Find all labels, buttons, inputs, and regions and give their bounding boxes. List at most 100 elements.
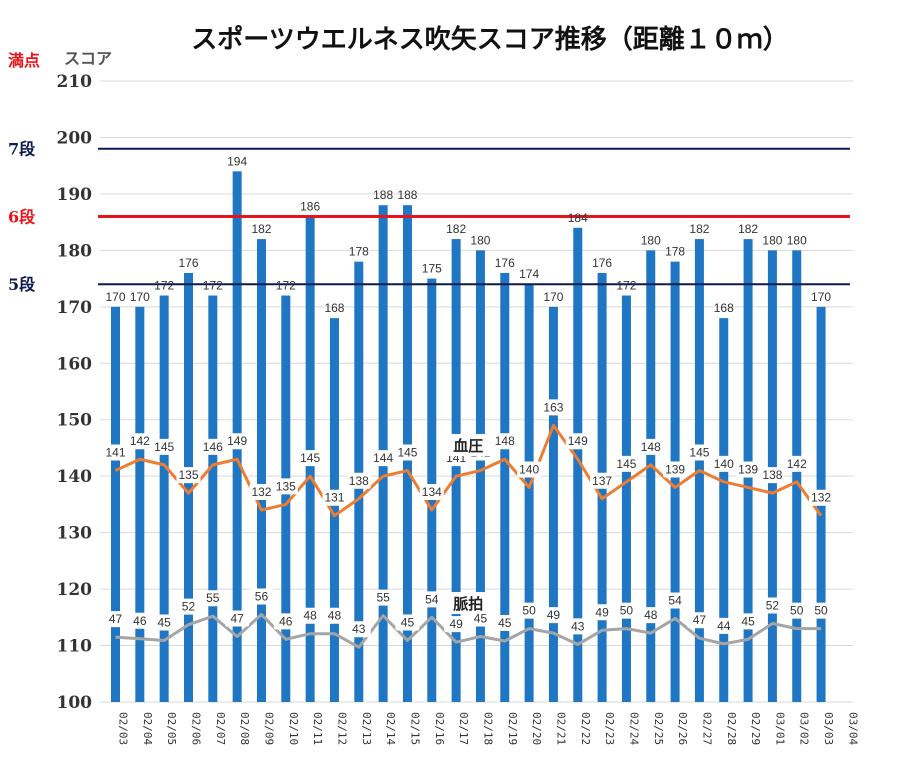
bar-label: 182 bbox=[689, 222, 709, 236]
data-label-bg bbox=[711, 455, 736, 472]
data-label: 45 bbox=[741, 614, 755, 628]
data-label: 55 bbox=[206, 591, 220, 605]
data-label: 47 bbox=[693, 613, 707, 627]
data-label-bg bbox=[565, 433, 590, 450]
y-tick-label: 150 bbox=[57, 411, 93, 431]
data-label: 135 bbox=[178, 468, 198, 482]
bar-label: 194 bbox=[227, 154, 247, 168]
bar-label: 172 bbox=[203, 279, 223, 293]
bar-label: 176 bbox=[495, 256, 515, 270]
data-label: 146 bbox=[203, 440, 223, 454]
x-tick-label: 03/01 bbox=[773, 712, 786, 745]
data-label: 52 bbox=[182, 600, 196, 614]
data-label: 139 bbox=[738, 462, 758, 476]
y-tick-label: 160 bbox=[57, 354, 93, 374]
x-tick-label: 02/08 bbox=[238, 712, 251, 745]
x-tick-label: 02/10 bbox=[287, 712, 300, 745]
x-tick-label: 02/19 bbox=[506, 712, 519, 745]
data-label-bg bbox=[638, 607, 663, 624]
y-tick-label: 190 bbox=[57, 185, 93, 205]
data-label-bg bbox=[736, 613, 761, 630]
data-label: 52 bbox=[766, 599, 780, 613]
data-label: 49 bbox=[595, 605, 609, 619]
bar-label: 188 bbox=[397, 188, 417, 202]
data-label-bg bbox=[127, 433, 152, 450]
bar bbox=[670, 261, 680, 702]
data-label-bg bbox=[784, 455, 809, 472]
y-tick-label: 120 bbox=[57, 580, 93, 600]
bar bbox=[792, 250, 802, 702]
data-label: 148 bbox=[495, 434, 515, 448]
data-label: 163 bbox=[543, 400, 563, 414]
data-label: 131 bbox=[324, 491, 344, 505]
data-label: 45 bbox=[474, 612, 488, 626]
x-tick-label: 02/05 bbox=[165, 712, 178, 745]
bar bbox=[524, 284, 534, 702]
x-tick-label: 02/29 bbox=[749, 712, 762, 745]
series-line bbox=[115, 612, 822, 649]
data-label: 149 bbox=[568, 434, 588, 448]
data-label-bg bbox=[468, 610, 493, 627]
data-label: 50 bbox=[522, 604, 536, 618]
data-label: 141 bbox=[105, 446, 125, 460]
data-label: 49 bbox=[547, 608, 561, 622]
data-label-bg bbox=[614, 602, 639, 619]
y-tick-label: 170 bbox=[57, 298, 93, 318]
reference-line-label: 5段 bbox=[8, 275, 36, 294]
reference-line-label: 6段 bbox=[8, 207, 36, 226]
data-label: 145 bbox=[300, 451, 320, 465]
y-tick-label: 200 bbox=[57, 128, 93, 148]
data-label: 43 bbox=[571, 619, 585, 633]
bar bbox=[281, 295, 291, 702]
data-label: 46 bbox=[279, 614, 293, 628]
x-tick-label: 02/06 bbox=[189, 712, 202, 745]
x-tick-label: 02/03 bbox=[117, 712, 130, 745]
data-label: 50 bbox=[620, 604, 634, 618]
bar-label: 172 bbox=[154, 279, 174, 293]
x-tick-label: 02/09 bbox=[262, 712, 275, 745]
data-label-bg bbox=[346, 621, 371, 638]
y-tick-label: 210 bbox=[57, 72, 93, 92]
data-label: 50 bbox=[790, 604, 804, 618]
data-label-bg bbox=[225, 610, 250, 627]
data-label-bg bbox=[298, 607, 323, 624]
bar-label: 176 bbox=[178, 256, 198, 270]
x-tick-label: 02/22 bbox=[579, 712, 592, 745]
data-label-bg bbox=[152, 438, 177, 455]
data-label: 137 bbox=[592, 474, 612, 488]
y-axis-label: スコア bbox=[64, 49, 112, 68]
data-label: 50 bbox=[814, 604, 828, 618]
bar bbox=[329, 318, 339, 702]
data-label-bg bbox=[736, 461, 761, 478]
bar-label: 188 bbox=[373, 188, 393, 202]
x-tick-label: 02/13 bbox=[360, 712, 373, 745]
data-label-bg bbox=[444, 616, 469, 633]
data-label-bg bbox=[322, 489, 347, 506]
data-label: 140 bbox=[714, 457, 734, 471]
bar bbox=[719, 318, 729, 702]
y-tick-label: 100 bbox=[57, 693, 93, 713]
data-label: 56 bbox=[255, 589, 269, 603]
data-label-bg bbox=[152, 614, 177, 631]
data-label-bg bbox=[176, 467, 201, 484]
reference-lines bbox=[98, 147, 850, 286]
series-name-bg bbox=[446, 592, 495, 615]
data-label-bg bbox=[809, 489, 834, 506]
bar bbox=[646, 250, 656, 702]
bar-label: 170 bbox=[811, 290, 831, 304]
bar-label: 170 bbox=[543, 290, 563, 304]
x-tick-label: 02/24 bbox=[627, 712, 640, 745]
x-tick-label: 02/17 bbox=[457, 712, 470, 745]
bar-label: 180 bbox=[762, 233, 782, 247]
data-label: 145 bbox=[397, 446, 417, 460]
data-label-bg bbox=[687, 444, 712, 461]
bar-label: 172 bbox=[276, 279, 296, 293]
data-label-bg bbox=[638, 438, 663, 455]
label-layer: 170 170 172 176 172 194 182 172 186 168 178 188 188 1… bbox=[8, 140, 834, 638]
bar-label: 184 bbox=[568, 211, 588, 225]
data-label-bg bbox=[687, 612, 712, 629]
y-tick-label: 110 bbox=[57, 637, 93, 657]
bar bbox=[621, 295, 631, 702]
